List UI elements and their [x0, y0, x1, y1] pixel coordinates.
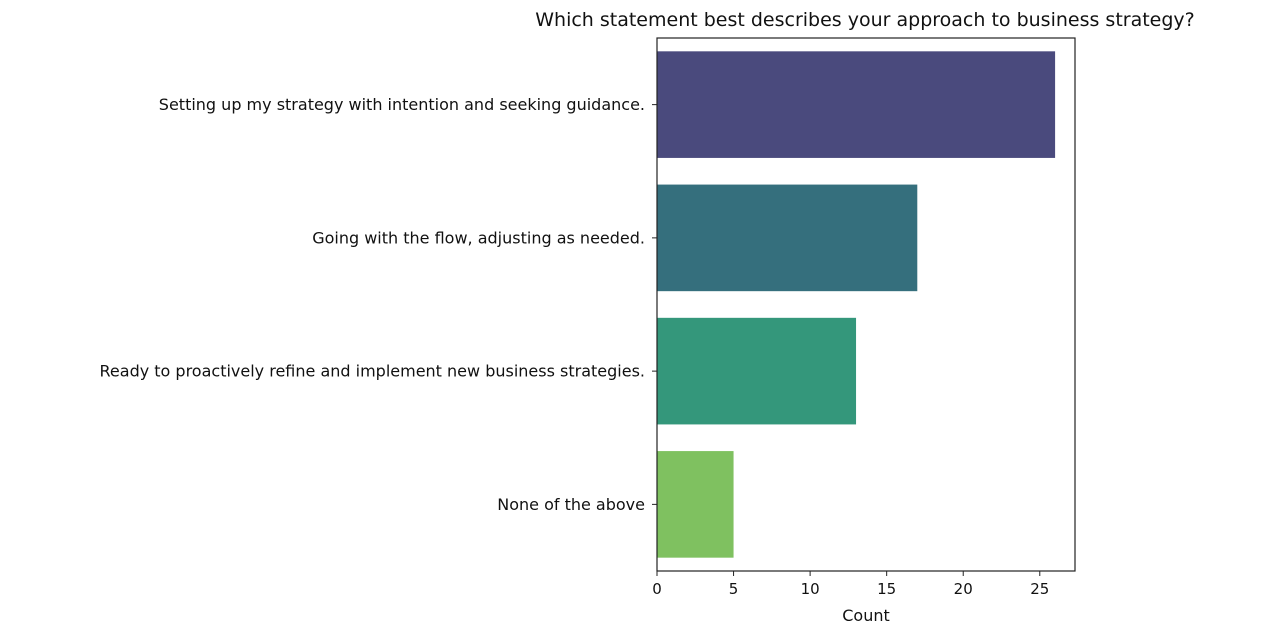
x-tick-label-20: 20 — [954, 580, 973, 598]
category-label-4: None of the above — [497, 495, 645, 514]
bars-layer — [657, 51, 1056, 558]
x-tick-label-25: 25 — [1030, 580, 1049, 598]
x-tick-label-10: 10 — [801, 580, 820, 598]
plot-frame — [656, 37, 1076, 572]
bar-4 — [657, 451, 734, 558]
x-tick-label-15: 15 — [877, 580, 896, 598]
x-axis: 0 5 10 15 20 25 — [652, 571, 1049, 598]
category-label-1: Setting up my strategy with intention an… — [159, 95, 645, 114]
x-tick-label-0: 0 — [652, 580, 662, 598]
bar-3 — [657, 317, 857, 425]
bar-1 — [657, 51, 1056, 158]
bar-2 — [657, 184, 918, 292]
x-tick-label-5: 5 — [729, 580, 739, 598]
category-label-2: Going with the flow, adjusting as needed… — [312, 228, 645, 247]
y-axis: Setting up my strategy with intention an… — [100, 95, 657, 514]
chart-title: Which statement best describes your appr… — [535, 9, 1195, 31]
x-axis-label: Count — [842, 606, 890, 625]
category-label-3: Ready to proactively refine and implemen… — [100, 362, 645, 381]
